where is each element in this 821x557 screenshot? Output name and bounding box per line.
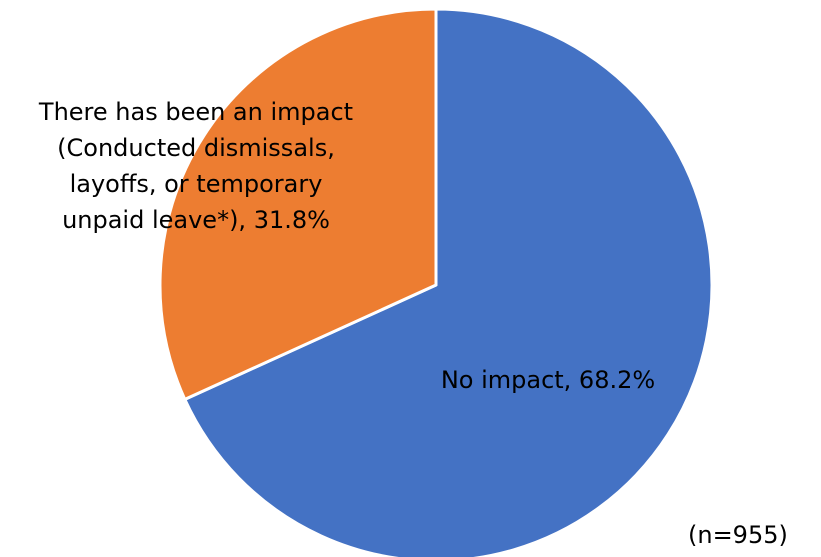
slice-label-line: unpaid leave*), 31.8%	[62, 206, 330, 234]
slice-label-line: There has been an impact	[38, 98, 353, 126]
pie-labels: No impact, 68.2% There has been an impac…	[38, 98, 655, 394]
sample-size-note: (n=955)	[688, 521, 788, 549]
pie-slices	[158, 7, 714, 557]
slice-label-impact: There has been an impact (Conducted dismi…	[38, 98, 353, 234]
slice-label-line: layoffs, or temporary	[70, 170, 323, 198]
slice-label-line: No impact, 68.2%	[441, 366, 655, 394]
slice-no-impact	[183, 7, 714, 557]
slice-label-no-impact: No impact, 68.2%	[441, 366, 655, 394]
slice-impact	[158, 7, 438, 401]
slice-label-line: (Conducted dismissals,	[57, 134, 335, 162]
